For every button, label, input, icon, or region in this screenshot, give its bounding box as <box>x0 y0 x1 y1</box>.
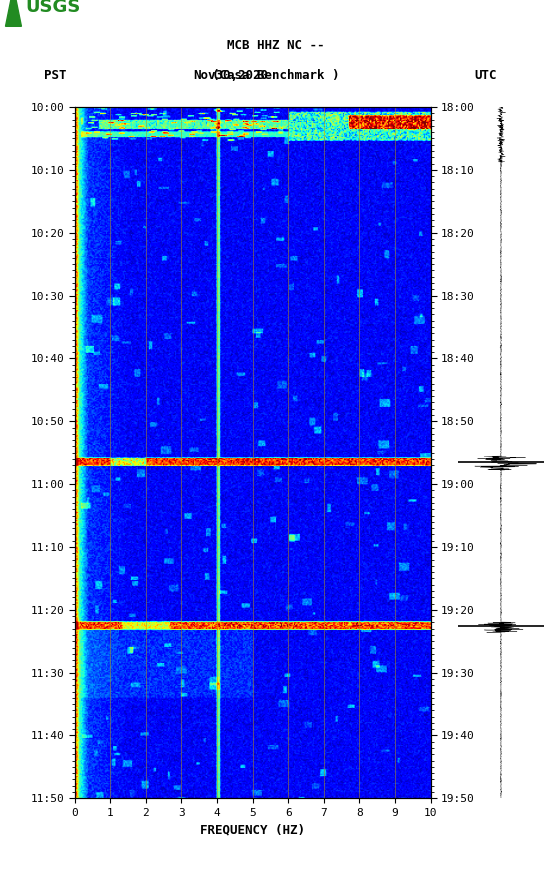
Text: PST: PST <box>44 70 67 82</box>
Text: UTC: UTC <box>475 70 497 82</box>
Text: USGS: USGS <box>25 0 81 16</box>
Polygon shape <box>6 0 22 27</box>
Text: MCB HHZ NC --: MCB HHZ NC -- <box>227 38 325 52</box>
Text: (Casa Benchmark ): (Casa Benchmark ) <box>213 70 339 82</box>
X-axis label: FREQUENCY (HZ): FREQUENCY (HZ) <box>200 823 305 837</box>
Text: Nov30,2020: Nov30,2020 <box>193 70 268 82</box>
